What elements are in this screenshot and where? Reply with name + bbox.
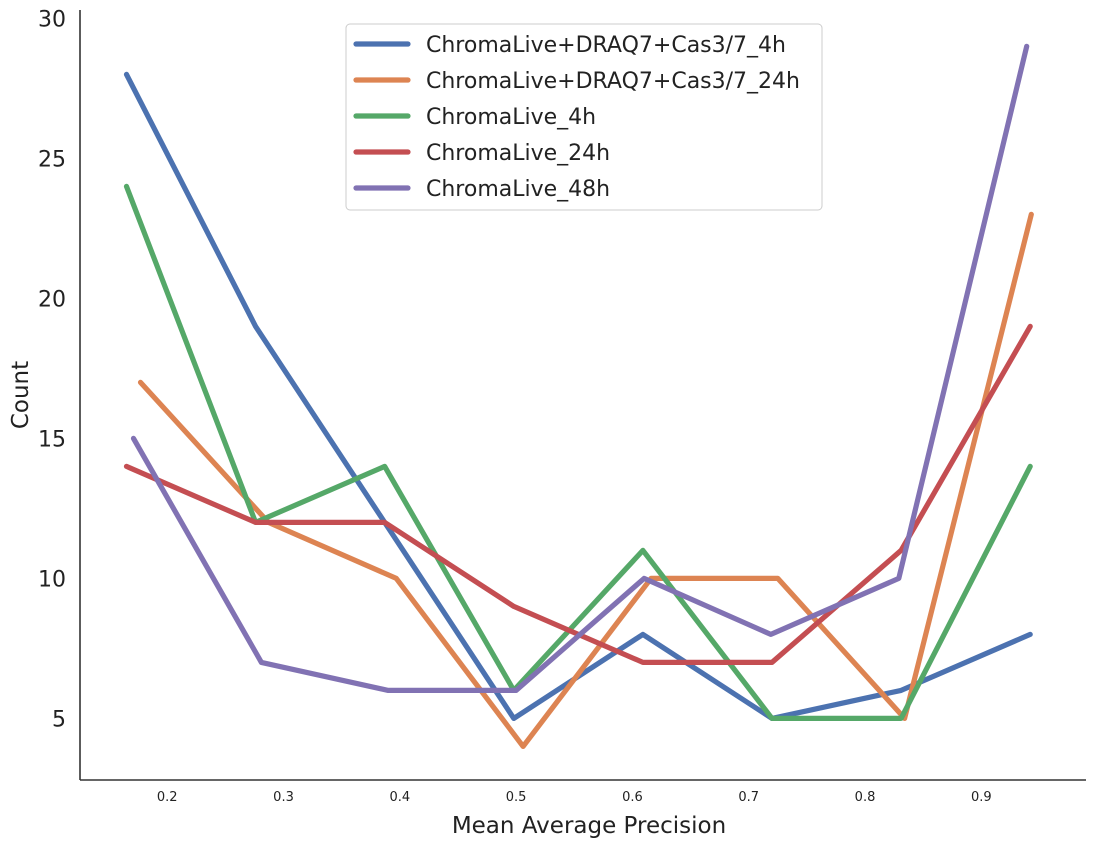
x-tick-label: 0.9: [971, 790, 992, 805]
y-tick-label: 15: [38, 427, 66, 452]
y-tick-label: 20: [38, 287, 66, 312]
series-layer: [123, 43, 1034, 750]
series-line-2: [137, 211, 1034, 750]
x-tick-label: 0.2: [157, 790, 178, 805]
legend-label: ChromaLive_4h: [426, 105, 596, 130]
legend-box: [345, 23, 823, 211]
x-tick-label: 0.6: [622, 790, 643, 805]
x-tick-label: 0.5: [506, 790, 527, 805]
y-tick-label: 30: [38, 7, 66, 32]
legend-label: ChromaLive_24h: [426, 141, 610, 166]
y-axis-label: Count: [8, 361, 34, 429]
y-tick-label: 25: [38, 147, 66, 172]
x-tick-labels: 0.2 0.3 0.4 0.5 0.6 0.7 0.8 0.9: [157, 790, 992, 805]
axes: [79, 10, 1086, 781]
x-axis-label: Mean Average Precision: [452, 813, 726, 839]
y-tick-labels: 5 10 15 20 25 30: [38, 7, 66, 732]
series-line-3: [123, 183, 1033, 722]
series-line-4: [123, 323, 1033, 666]
legend-label: ChromaLive_48h: [426, 177, 610, 202]
x-tick-label: 0.3: [273, 790, 294, 805]
y-tick-label: 5: [52, 707, 66, 732]
y-tick-label: 10: [38, 567, 66, 592]
series-line-5: [130, 43, 1030, 694]
x-tick-label: 0.4: [389, 790, 410, 805]
legend-label: ChromaLive+DRAQ7+Cas3/7_4h: [426, 33, 786, 58]
x-tick-label: 0.7: [738, 790, 759, 805]
legend: ChromaLive+DRAQ7+Cas3/7_4h ChromaLive+DRA…: [345, 23, 823, 211]
legend-items: ChromaLive+DRAQ7+Cas3/7_4h ChromaLive+DRA…: [353, 33, 800, 202]
legend-label: ChromaLive+DRAQ7+Cas3/7_24h: [426, 69, 800, 94]
x-tick-label: 0.8: [855, 790, 876, 805]
